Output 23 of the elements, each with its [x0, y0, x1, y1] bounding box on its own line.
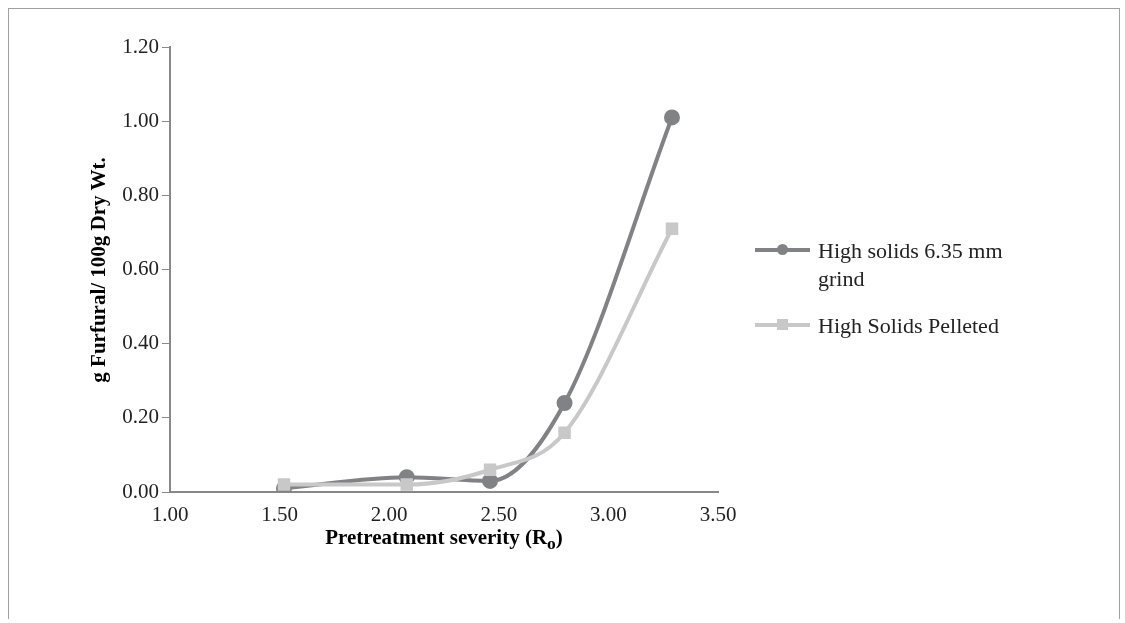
x-tick-label: 1.00	[151, 502, 189, 527]
x-tick-label: 3.50	[699, 502, 737, 527]
y-tick-label: 1.00	[122, 107, 159, 132]
y-tick-label: 1.20	[122, 33, 159, 58]
x-tick-label: 3.00	[590, 502, 627, 527]
x-tick-label: 2.50	[480, 502, 518, 527]
y-tick-label: 0.80	[122, 181, 159, 206]
point	[556, 395, 573, 411]
y-axis-title: g Furfural/ 100g Dry Wt.	[85, 157, 111, 383]
point	[663, 109, 680, 126]
x-tick-label: 2.00	[370, 502, 408, 527]
y-tick-label: 0.40	[122, 330, 159, 355]
point	[483, 463, 497, 476]
legend-label: High solids 6.35 mm grind	[818, 237, 1004, 292]
point	[558, 426, 571, 439]
y-tick-label: 0.60	[122, 256, 159, 281]
point	[400, 478, 413, 491]
legend-label: High Solids Pelleted	[818, 312, 1000, 340]
y-tick-label: 0.00	[122, 478, 159, 503]
point	[665, 222, 679, 235]
y-tick-label: 0.20	[122, 404, 159, 429]
x-tick-label: 1.50	[261, 502, 298, 527]
x-axis-title: Pretreatment severity (R$_{o}$)	[325, 525, 563, 555]
